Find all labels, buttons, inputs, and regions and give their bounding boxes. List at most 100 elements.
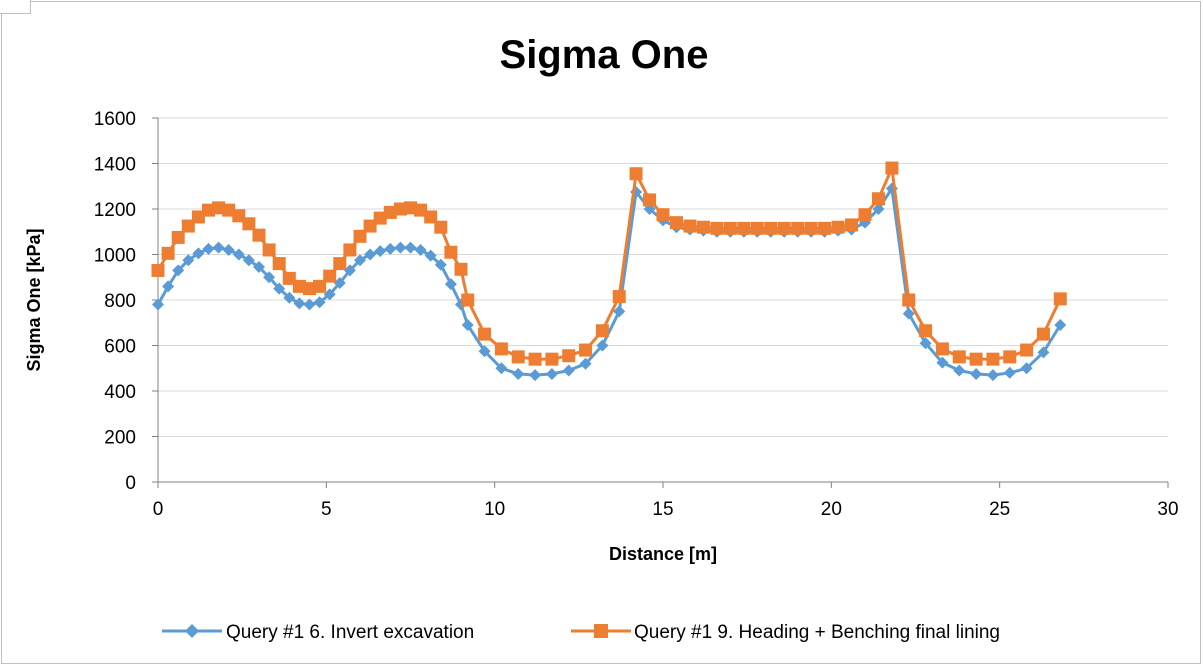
series-2-point xyxy=(494,342,508,356)
series-1-point xyxy=(424,249,437,262)
series-1-point xyxy=(192,247,205,260)
series-1-point xyxy=(562,364,575,377)
series-1-point xyxy=(495,362,508,375)
legend-item-series-1[interactable]: Query #1 6. Invert excavation xyxy=(162,622,474,643)
y-axis-label: Sigma One [kPa] xyxy=(24,228,44,371)
series-2-point xyxy=(723,221,737,235)
series-2-point xyxy=(902,293,916,307)
series-1-point xyxy=(232,248,245,261)
series-1-point xyxy=(953,364,966,377)
series-1-point xyxy=(1020,362,1033,375)
series-1-point xyxy=(242,254,255,267)
series-2-point xyxy=(804,221,818,235)
series-1-point xyxy=(872,203,885,215)
series-2-point xyxy=(656,208,670,222)
series-2-point xyxy=(434,220,448,234)
series-1-point xyxy=(343,264,356,277)
series-1-point xyxy=(162,280,175,293)
series-2-point xyxy=(353,229,367,243)
x-tick-label: 5 xyxy=(321,499,332,520)
series-2-point xyxy=(282,271,296,285)
series-1-point xyxy=(364,248,377,261)
y-tick-label: 1400 xyxy=(94,155,136,176)
series-2-point xyxy=(393,202,407,216)
series-2-point xyxy=(1003,350,1017,364)
series-2-point xyxy=(262,243,276,257)
series-2-point xyxy=(363,219,377,233)
gridlines xyxy=(158,117,1168,437)
series-2-point xyxy=(764,221,778,235)
series-1-point xyxy=(333,276,346,289)
series-2-point xyxy=(303,282,316,296)
series-1-point xyxy=(1037,346,1050,359)
series-2-point xyxy=(232,209,246,223)
series-2-point xyxy=(461,293,475,307)
series-1-point xyxy=(478,345,491,358)
series-2-point xyxy=(191,210,205,224)
series-2-point xyxy=(831,220,845,234)
x-tick-label: 15 xyxy=(652,499,673,520)
series-1-point xyxy=(414,243,427,256)
series-2-point xyxy=(683,219,697,233)
series-2-point xyxy=(696,220,710,234)
legend-label-series-2: Query #1 9. Heading + Benching final lin… xyxy=(634,622,1000,643)
legend-item-series-2[interactable]: Query #1 9. Heading + Benching final lin… xyxy=(571,622,1000,643)
series-2-point xyxy=(612,290,626,304)
series-1-point xyxy=(444,278,457,291)
series-2-point xyxy=(595,324,609,338)
series-1-point xyxy=(202,242,215,255)
y-tick-label: 1000 xyxy=(94,246,136,267)
series-1-point xyxy=(172,264,185,277)
series-1-point xyxy=(1054,319,1067,332)
series-1-point xyxy=(273,282,286,295)
series-2-point xyxy=(1020,343,1034,357)
y-tick-label: 200 xyxy=(104,428,136,449)
series-2-point xyxy=(323,269,337,283)
series-1-point xyxy=(613,305,626,318)
series-1-point xyxy=(374,245,387,258)
series-1-point xyxy=(936,356,949,369)
series-2-point xyxy=(858,208,872,222)
series-2-point xyxy=(845,218,859,232)
series-2-point xyxy=(1036,327,1050,341)
series-2-point xyxy=(511,350,525,364)
series-2-point xyxy=(454,262,468,276)
series-2-point xyxy=(885,161,899,175)
series-1-point xyxy=(512,367,525,380)
series-1-point xyxy=(182,254,195,267)
chart-title: Sigma One xyxy=(500,33,709,77)
series-2-point xyxy=(791,221,805,235)
series-2-point xyxy=(818,221,832,235)
series-2-point xyxy=(222,203,236,217)
series-2-point xyxy=(579,343,593,357)
series-group xyxy=(151,161,1067,382)
series-1-point xyxy=(394,241,407,254)
series-2-point xyxy=(212,201,226,215)
series-2-point xyxy=(669,216,683,230)
series-2-point xyxy=(242,217,256,231)
chart-corner-handle[interactable] xyxy=(0,0,31,14)
series-2-point xyxy=(545,352,559,366)
series-1-point xyxy=(579,357,592,370)
series-1-point xyxy=(354,254,366,267)
series-1-point xyxy=(434,258,447,271)
series-1-point xyxy=(313,296,326,309)
series-1-point xyxy=(222,243,235,256)
series-2-point xyxy=(643,193,657,207)
series-2-point xyxy=(444,245,458,259)
series-1-point xyxy=(529,369,542,382)
series-2-point xyxy=(871,192,885,206)
series-2-point xyxy=(750,221,764,235)
series-2-point xyxy=(252,228,266,242)
y-tick-label: 1600 xyxy=(94,109,136,130)
series-1-point xyxy=(384,242,397,255)
series-2-point xyxy=(373,211,387,225)
series-1-point xyxy=(986,369,999,382)
y-tick-label: 1200 xyxy=(94,200,136,221)
series-1-point xyxy=(919,337,932,350)
series-2-point xyxy=(935,342,949,356)
x-axis-ticks: 0 5 10 15 20 25 30 xyxy=(153,482,1179,520)
x-tick-label: 20 xyxy=(821,499,842,520)
series-1-point xyxy=(283,291,296,304)
